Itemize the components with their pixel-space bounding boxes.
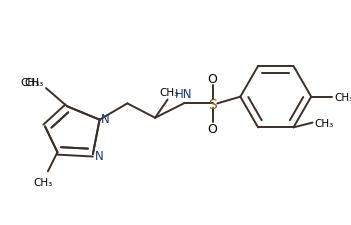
Text: N: N <box>101 113 110 126</box>
Text: CH₃: CH₃ <box>314 118 334 128</box>
Text: HN: HN <box>175 88 193 101</box>
Text: O: O <box>208 122 218 135</box>
Text: CH₃: CH₃ <box>33 177 53 187</box>
Text: N: N <box>95 149 104 162</box>
Text: O: O <box>208 73 218 86</box>
Text: CH₃: CH₃ <box>25 78 44 88</box>
Text: CH₃: CH₃ <box>20 78 39 88</box>
Text: S: S <box>208 98 217 112</box>
Text: CH₃: CH₃ <box>334 92 351 102</box>
Text: CH₃: CH₃ <box>160 88 179 97</box>
